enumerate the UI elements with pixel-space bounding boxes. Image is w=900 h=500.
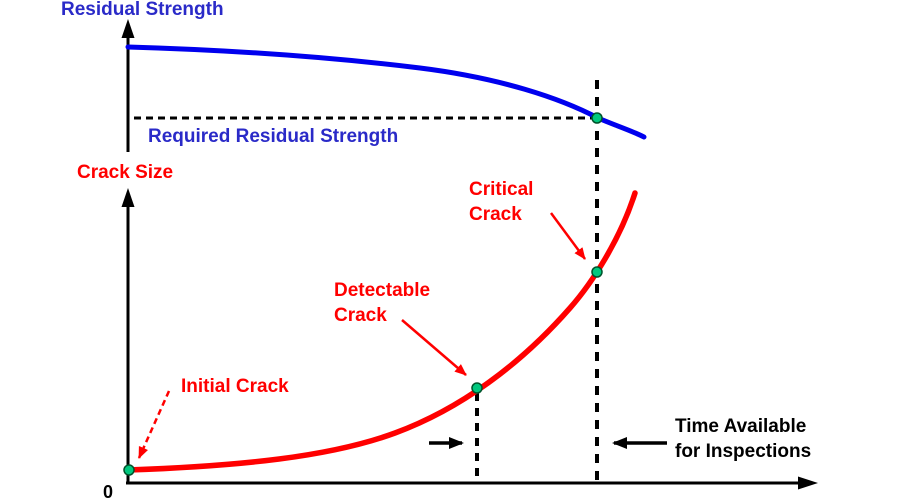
critical-crack-arrow — [549, 212, 587, 260]
crack-growth-curve — [125, 190, 638, 473]
critical-crack-point — [591, 266, 603, 278]
critical-crack-label-line2: Crack — [469, 204, 522, 225]
residual-strength-axis-label: Residual Strength — [61, 0, 224, 20]
required-residual-strength-label: Required Residual Strength — [148, 126, 399, 147]
initial-crack-arrow — [137, 390, 171, 459]
critical-crack-label-line1: Critical — [469, 179, 534, 200]
initial-crack-label: Initial Crack — [181, 376, 289, 397]
time-axis-arrowhead — [798, 476, 818, 490]
crack-size-axis-label: Crack Size — [77, 162, 174, 183]
detectable-crack-label-line1: Detectable — [334, 280, 431, 301]
detectable-crack-point — [471, 382, 483, 394]
detectable-crack-arrow — [401, 319, 467, 376]
critical-crack-label: Critical Crack — [469, 177, 533, 227]
residual-strength-curve — [125, 44, 647, 140]
detectable-crack-label-line2: Crack — [334, 305, 387, 326]
detectable-crack-label: Detectable Crack — [334, 278, 430, 328]
origin-label: 0 — [103, 482, 114, 500]
crack-size-axis-arrowhead — [121, 188, 135, 207]
required-strength-point — [591, 112, 603, 124]
time-available-label-line1: Time Available — [675, 416, 807, 437]
time-available-label: Time Available for Inspections — [675, 414, 811, 464]
initial-crack-point — [123, 464, 135, 476]
time-available-label-line2: for Inspections — [675, 441, 812, 462]
residual-strength-axis-arrowhead — [121, 19, 135, 38]
